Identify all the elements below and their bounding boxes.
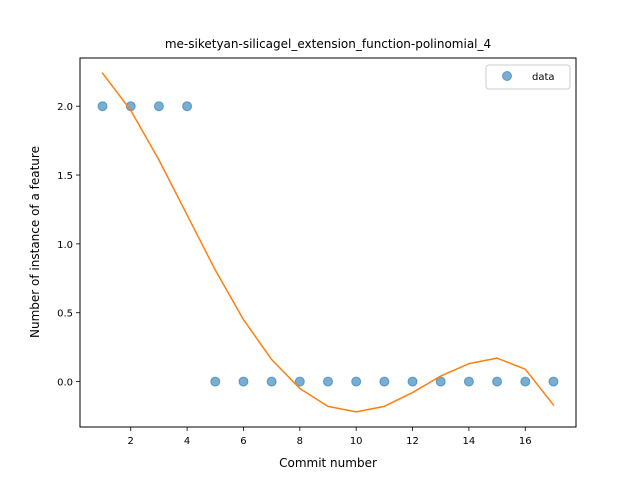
data-point [379, 376, 390, 387]
y-tick-label: 1.5 [57, 171, 73, 182]
x-tick-label: 2 [128, 436, 134, 447]
x-axis-label: Commit number [279, 456, 377, 470]
x-tick-label: 10 [350, 436, 363, 447]
data-point [463, 376, 474, 387]
plot-frame [79, 57, 577, 428]
x-tick-label: 12 [406, 436, 419, 447]
data-point [266, 376, 277, 387]
data-point [520, 376, 531, 387]
fit-line [101, 72, 555, 413]
data-point [548, 376, 559, 387]
data-point [182, 101, 193, 112]
x-tick-label: 8 [297, 436, 303, 447]
x-tick-label: 14 [463, 436, 476, 447]
legend-marker-data [502, 71, 512, 81]
data-point [210, 376, 221, 387]
legend-box [485, 64, 571, 90]
data-point [492, 376, 503, 387]
data-point [238, 376, 249, 387]
y-tick-label: 2.0 [57, 102, 73, 113]
legend-label-data: data [532, 72, 555, 83]
chart-title: me-siketyan-silicagel_extension_function… [165, 37, 491, 51]
x-tick-label: 16 [519, 436, 532, 447]
data-point [294, 376, 305, 387]
y-axis-label: Number of instance of a feature [28, 146, 42, 338]
y-tick-label: 1.0 [57, 240, 73, 251]
data-point [153, 101, 164, 112]
x-tick-label: 4 [184, 436, 190, 447]
y-tick-label: 0.5 [57, 309, 73, 320]
data-point [323, 376, 333, 387]
data-point [351, 376, 362, 387]
y-tick-label: 0.0 [57, 378, 73, 389]
data-point [97, 101, 108, 112]
data-point [435, 376, 446, 387]
x-tick-label: 6 [240, 436, 246, 447]
data-point [407, 376, 418, 387]
legend: data [485, 64, 571, 90]
